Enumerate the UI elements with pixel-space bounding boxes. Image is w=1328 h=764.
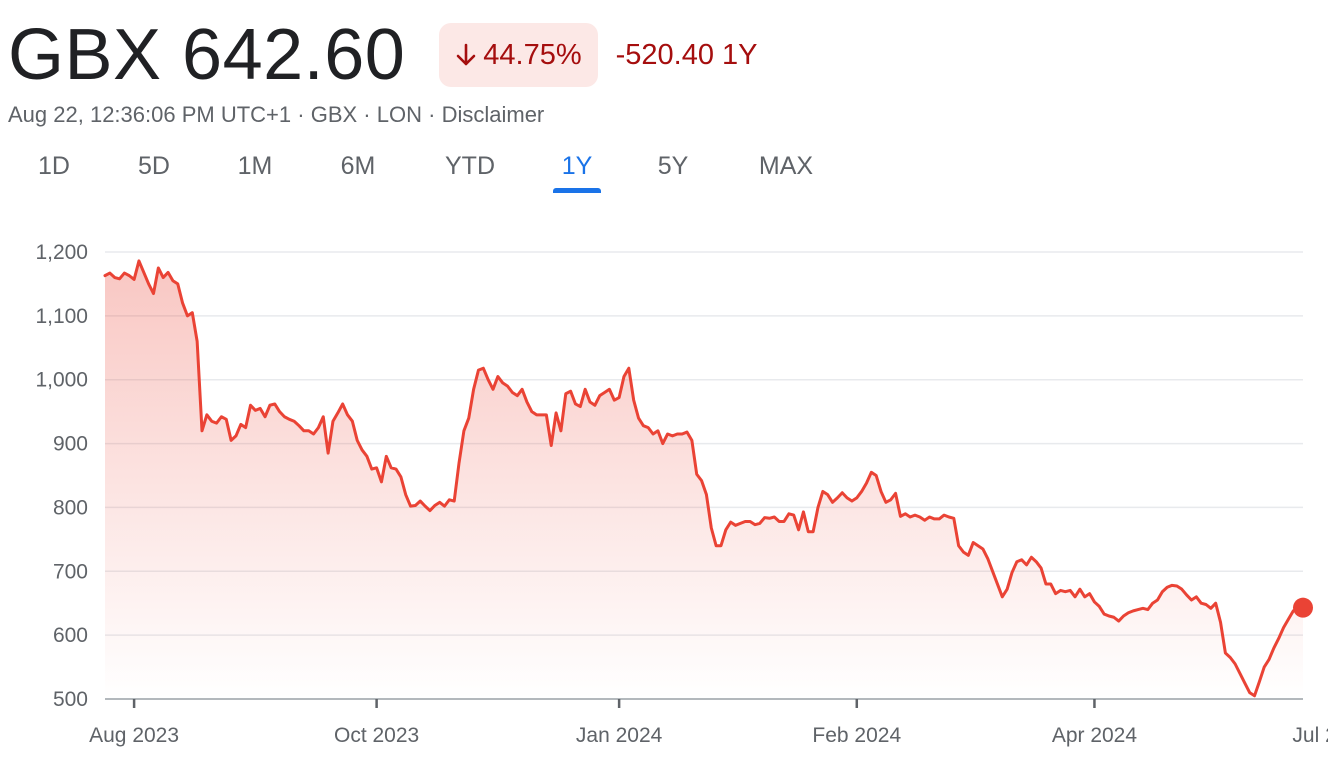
tab-5y[interactable]: 5Y [657, 152, 689, 180]
quote-subline: Aug 22, 12:36:06 PM UTC+1 · GBX · LON · … [8, 102, 544, 128]
separator: · [363, 102, 371, 127]
tab-5d[interactable]: 5D [138, 152, 170, 180]
last-price-dot [1293, 597, 1313, 618]
y-tick-label: 1,200 [35, 241, 88, 264]
y-tick-label: 1,000 [35, 369, 88, 392]
change-percent: 44.75% [483, 38, 582, 71]
x-tick-label: Feb 2024 [812, 724, 901, 747]
disclaimer-link[interactable]: Disclaimer [441, 102, 545, 127]
x-tick-label: Jul 2024 [1292, 724, 1328, 747]
y-tick-label: 800 [53, 496, 88, 519]
change-percent-badge: 44.75% [439, 23, 598, 87]
x-tick-label: Aug 2023 [89, 724, 179, 747]
y-tick-label: 900 [53, 433, 88, 456]
price-line [103, 259, 1305, 698]
current-price: GBX 642.60 [8, 15, 406, 95]
y-axis-labels: 500 600 700 800 900 1,000 1,100 1,200 [35, 241, 88, 711]
x-tick-label: Apr 2024 [1052, 724, 1138, 747]
x-axis-ticks: Aug 2023 Oct 2023 Jan 2024 Feb 2024 Apr 2024… [89, 699, 1328, 747]
separator: · [428, 102, 436, 127]
y-tick-label: 700 [53, 560, 88, 583]
tab-6m[interactable]: 6M [340, 152, 376, 180]
x-tick-label: Jan 2024 [576, 724, 663, 747]
quote-timestamp: Aug 22, 12:36:06 PM UTC+1 [8, 102, 292, 127]
separator: · [297, 102, 305, 127]
active-tab-indicator [553, 188, 601, 193]
quote-currency: GBX [310, 102, 358, 127]
y-tick-label: 500 [53, 688, 88, 711]
tab-1m[interactable]: 1M [237, 152, 273, 180]
change-absolute: -520.40 1Y [615, 38, 758, 71]
price-chart[interactable]: 500 600 700 800 900 1,000 1,100 1,200 Aug 2023 O… [0, 200, 1328, 764]
price-area-fill [105, 260, 1303, 699]
quote-header: GBX 642.60 44.75% -520.40 1Y [8, 10, 758, 100]
y-tick-label: 600 [53, 624, 88, 647]
tab-1d[interactable]: 1D [38, 152, 70, 180]
tab-ytd[interactable]: YTD [445, 152, 495, 180]
tab-1y[interactable]: 1Y [561, 152, 593, 180]
tab-max[interactable]: MAX [758, 152, 814, 180]
arrow-down-icon [456, 43, 476, 66]
y-tick-label: 1,100 [35, 305, 88, 328]
x-tick-label: Oct 2023 [334, 724, 419, 747]
quote-exchange: LON [376, 102, 422, 127]
